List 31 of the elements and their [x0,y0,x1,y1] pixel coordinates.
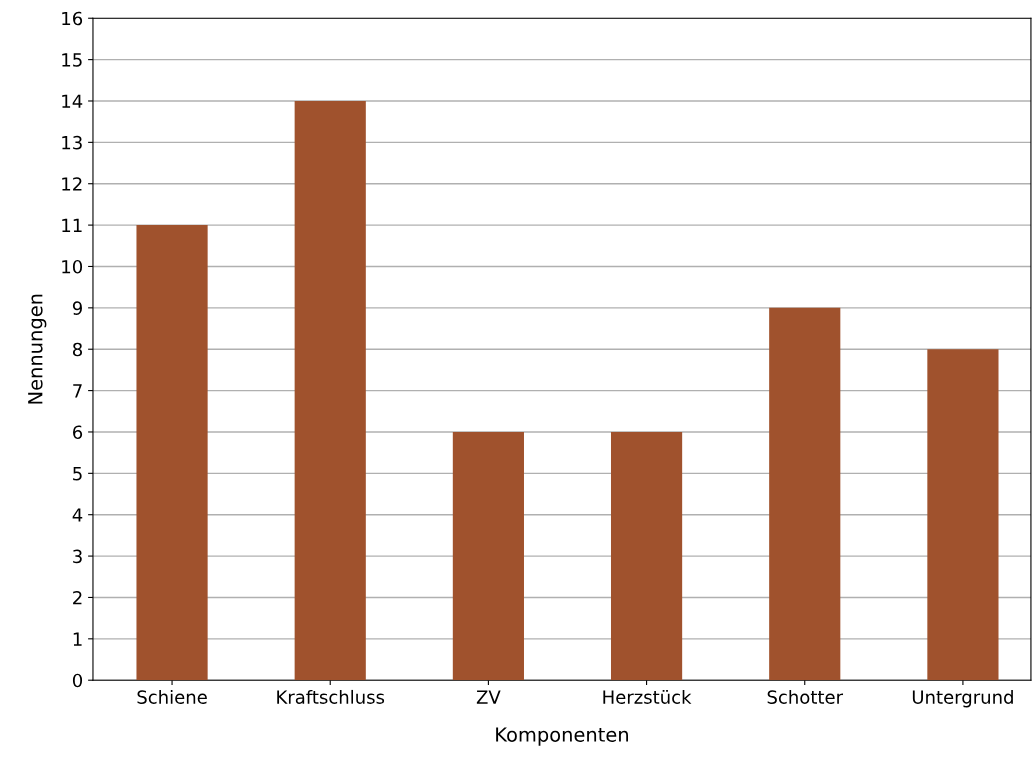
bar [294,100,366,681]
y-tick-label: 4 [72,508,83,522]
y-tick-label: 16 [62,11,83,26]
x-tick-label: Kraftschluss [277,689,385,704]
y-tick-label: 8 [72,342,83,357]
y-tick-label: 6 [73,425,83,440]
bar [452,431,524,681]
x-tick-label: Schotter [767,689,844,704]
y-tick-label: 1 [73,632,82,646]
y-tick-label: 9 [72,301,82,315]
y-tick-label: 15 [62,53,82,67]
bar [769,307,841,681]
x-tick-label: Untergrund [912,689,1013,708]
y-tick-label: 7 [73,384,82,398]
bar [927,349,999,681]
y-tick-label: 10 [62,259,83,274]
bar [610,431,683,681]
y-tick-label: 3 [73,549,82,564]
x-tick-label: Schiene [137,689,207,704]
x-tick-label: ZV [476,690,501,704]
y-tick-label: 13 [62,135,82,150]
x-tick-label: Herzstück [603,689,692,704]
y-tick-label: 12 [62,177,82,191]
y-axis-title: Nennungen [28,294,47,404]
y-tick-label: 5 [73,467,82,481]
y-tick-label: 14 [62,94,83,108]
y-tick-label: 0 [72,673,83,688]
y-tick-label: 11 [62,218,82,232]
bar [136,225,208,681]
x-axis-title: Komponenten [496,727,628,746]
y-tick-label: 2 [73,590,82,605]
